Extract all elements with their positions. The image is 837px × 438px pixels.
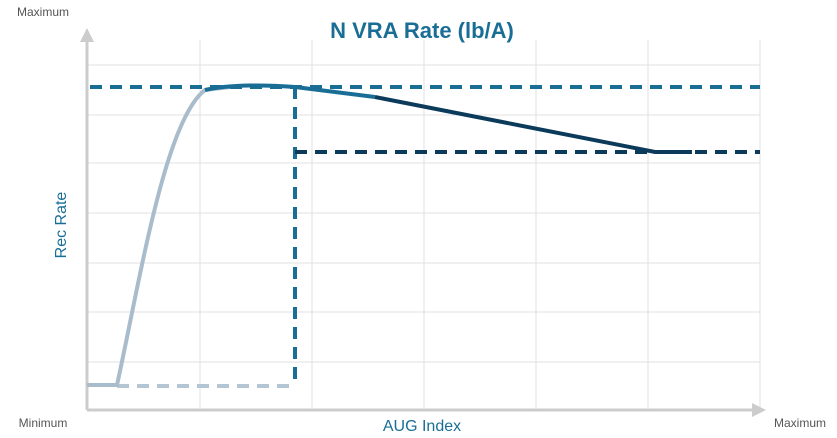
chart-title: N VRA Rate (lb/A) <box>330 18 514 43</box>
x-max-label: Maximum <box>774 416 826 430</box>
x-axis-label: AUG Index <box>383 418 461 435</box>
y-max-label: Maximum <box>17 5 69 19</box>
rate-lines <box>87 83 760 388</box>
axes <box>80 28 766 417</box>
grid <box>87 40 761 410</box>
origin-label: Minimum <box>19 416 68 430</box>
y-axis-label: Rec Rate <box>53 192 70 259</box>
